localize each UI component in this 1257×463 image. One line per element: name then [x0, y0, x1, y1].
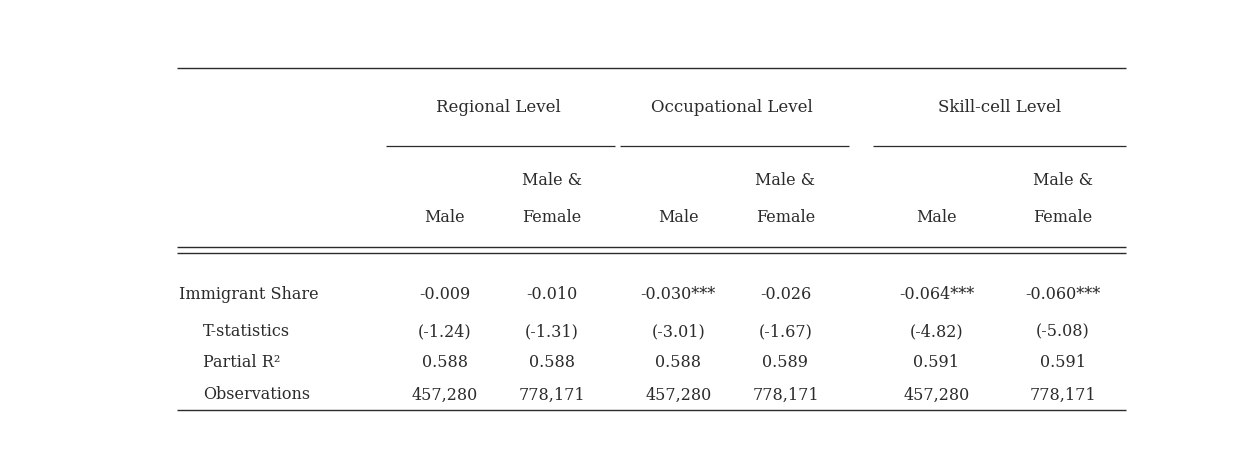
- Text: 0.588: 0.588: [529, 354, 574, 371]
- Text: Female: Female: [522, 209, 581, 226]
- Text: 457,280: 457,280: [411, 387, 478, 403]
- Text: 0.589: 0.589: [763, 354, 808, 371]
- Text: Male: Male: [424, 209, 465, 226]
- Text: Partial R²: Partial R²: [202, 354, 280, 371]
- Text: Male &: Male &: [522, 172, 582, 189]
- Text: Immigrant Share: Immigrant Share: [178, 286, 318, 303]
- Text: Male &: Male &: [755, 172, 816, 189]
- Text: Regional Level: Regional Level: [436, 99, 561, 116]
- Text: 457,280: 457,280: [645, 387, 711, 403]
- Text: -0.060***: -0.060***: [1026, 286, 1101, 303]
- Text: (-1.24): (-1.24): [417, 323, 471, 340]
- Text: Observations: Observations: [202, 387, 310, 403]
- Text: (-5.08): (-5.08): [1036, 323, 1090, 340]
- Text: Skill-cell Level: Skill-cell Level: [938, 99, 1061, 116]
- Text: (-1.67): (-1.67): [758, 323, 812, 340]
- Text: -0.064***: -0.064***: [899, 286, 974, 303]
- Text: 778,171: 778,171: [1029, 387, 1096, 403]
- Text: (-1.31): (-1.31): [524, 323, 578, 340]
- Text: Female: Female: [755, 209, 815, 226]
- Text: 457,280: 457,280: [904, 387, 969, 403]
- Text: 0.591: 0.591: [914, 354, 959, 371]
- Text: Female: Female: [1033, 209, 1092, 226]
- Text: T-statistics: T-statistics: [202, 323, 290, 340]
- Text: -0.009: -0.009: [419, 286, 470, 303]
- Text: 778,171: 778,171: [518, 387, 585, 403]
- Text: (-4.82): (-4.82): [910, 323, 963, 340]
- Text: Male: Male: [657, 209, 699, 226]
- Text: 0.588: 0.588: [655, 354, 701, 371]
- Text: -0.010: -0.010: [525, 286, 577, 303]
- Text: 0.591: 0.591: [1040, 354, 1086, 371]
- Text: (-3.01): (-3.01): [651, 323, 705, 340]
- Text: 0.588: 0.588: [421, 354, 468, 371]
- Text: -0.026: -0.026: [759, 286, 811, 303]
- Text: Male &: Male &: [1033, 172, 1094, 189]
- Text: 778,171: 778,171: [752, 387, 818, 403]
- Text: -0.030***: -0.030***: [641, 286, 716, 303]
- Text: Occupational Level: Occupational Level: [651, 99, 813, 116]
- Text: Male: Male: [916, 209, 957, 226]
